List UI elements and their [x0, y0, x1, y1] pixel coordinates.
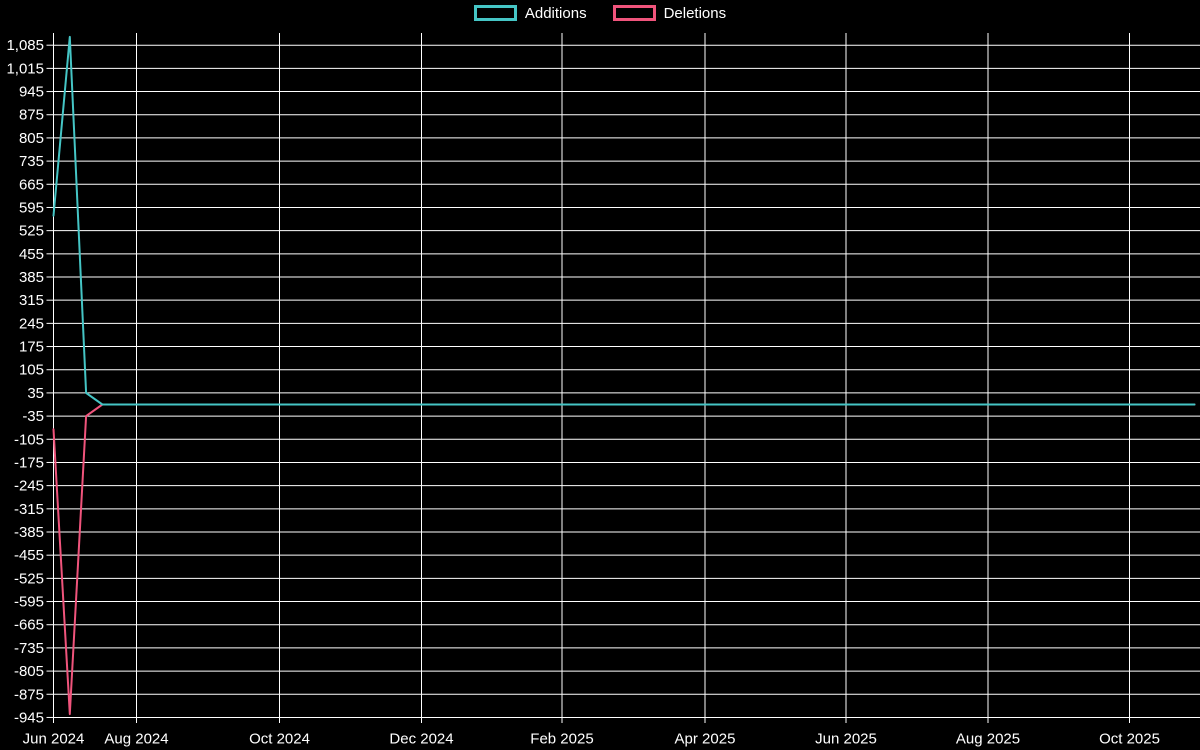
deletions-line [52, 403, 1196, 716]
y-tick-label: 315 [19, 292, 44, 309]
y-tick-label: -385 [14, 524, 44, 541]
deletions-swatch-icon [612, 5, 656, 21]
y-tick-label: 455 [19, 246, 44, 263]
y-tick-label: -665 [14, 617, 44, 634]
y-tick-label: 875 [19, 107, 44, 124]
y-tick-label: 805 [19, 130, 44, 147]
y-tick-label: 385 [19, 269, 44, 286]
x-tick-label: Feb 2025 [530, 730, 593, 747]
y-tick-label: 175 [19, 339, 44, 356]
x-tick-label: Jun 2025 [815, 730, 877, 747]
additions-line [52, 35, 1196, 406]
legend-label-deletions: Deletions [663, 4, 727, 22]
x-tick-label: Aug 2025 [956, 730, 1020, 747]
y-tick-label: 525 [19, 223, 44, 240]
x-tick-label: Jun 2024 [23, 730, 85, 747]
x-tick-label: Dec 2024 [389, 730, 453, 747]
y-tick-label: -35 [22, 408, 44, 425]
y-tick-label: 945 [19, 84, 44, 101]
y-tick-label: 735 [19, 153, 44, 170]
y-tick-label: -105 [14, 431, 44, 448]
legend-label-additions: Additions [524, 4, 587, 22]
y-tick-label: -175 [14, 454, 44, 471]
legend-item-additions[interactable]: Additions [473, 4, 587, 22]
x-tick-label: Oct 2024 [249, 730, 310, 747]
y-tick-label: -525 [14, 570, 44, 587]
y-tick-label: 1,085 [6, 37, 44, 54]
additions-swatch-icon [473, 5, 517, 21]
y-tick-label: 595 [19, 199, 44, 216]
y-tick-label: -315 [14, 501, 44, 518]
x-tick-label: Oct 2025 [1099, 730, 1160, 747]
y-tick-label: -455 [14, 547, 44, 564]
chart-legend: Additions Deletions [0, 5, 1200, 21]
legend-item-deletions[interactable]: Deletions [612, 4, 727, 22]
y-tick-label: -945 [14, 709, 44, 726]
y-tick-label: -875 [14, 686, 44, 703]
y-tick-label: -735 [14, 640, 44, 657]
y-tick-label: 105 [19, 362, 44, 379]
y-tick-label: -595 [14, 594, 44, 611]
y-tick-label: -245 [14, 478, 44, 495]
y-tick-label: 35 [27, 385, 44, 402]
x-tick-label: Aug 2024 [104, 730, 168, 747]
y-tick-label: 245 [19, 315, 44, 332]
y-tick-label: 1,015 [6, 60, 44, 77]
x-tick-label: Apr 2025 [675, 730, 736, 747]
y-tick-label: -805 [14, 663, 44, 680]
y-tick-label: 665 [19, 176, 44, 193]
